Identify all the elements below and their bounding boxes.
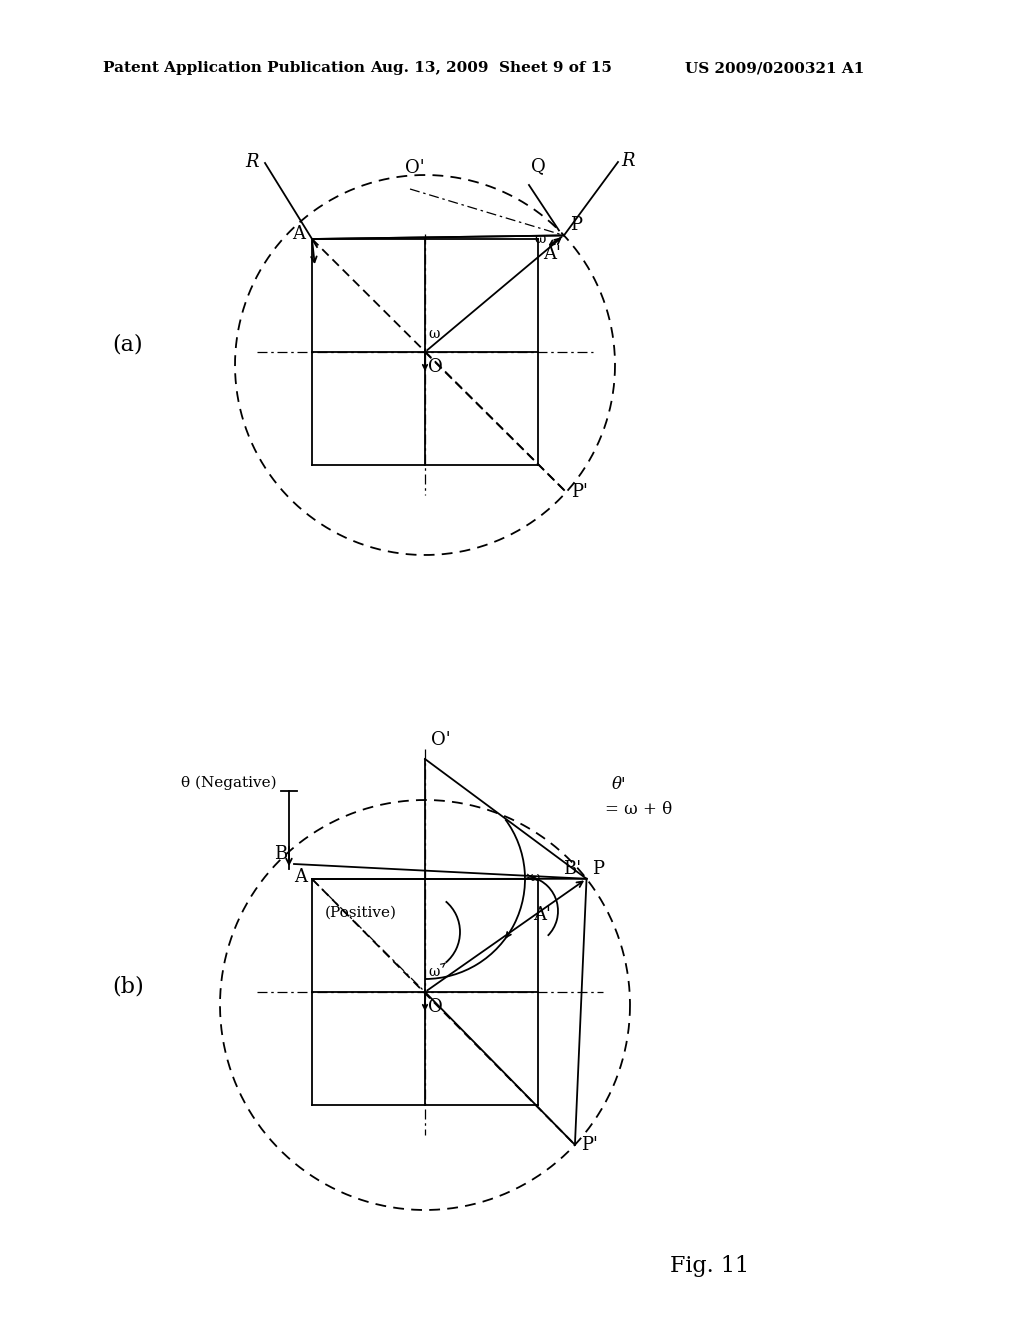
Text: B: B — [274, 845, 288, 863]
Text: O': O' — [406, 158, 425, 177]
Text: Fig. 11: Fig. 11 — [670, 1255, 750, 1276]
Text: B': B' — [563, 861, 582, 878]
Text: A: A — [294, 869, 307, 886]
Text: θ (Negative): θ (Negative) — [181, 776, 276, 789]
Text: P: P — [570, 216, 582, 235]
Text: Aug. 13, 2009  Sheet 9 of 15: Aug. 13, 2009 Sheet 9 of 15 — [370, 61, 612, 75]
Text: ω: ω — [428, 965, 439, 979]
Text: A: A — [292, 224, 305, 243]
Text: (a): (a) — [112, 333, 142, 355]
Text: R: R — [621, 152, 635, 170]
Text: R: R — [245, 153, 258, 172]
Text: (Positive): (Positive) — [325, 906, 397, 920]
Text: ω: ω — [428, 327, 439, 341]
Text: O': O' — [431, 731, 451, 748]
Text: ω: ω — [534, 232, 546, 247]
Text: ω: ω — [530, 871, 540, 884]
Text: US 2009/0200321 A1: US 2009/0200321 A1 — [685, 61, 864, 75]
Text: θ': θ' — [611, 776, 626, 793]
Text: O: O — [428, 998, 442, 1016]
Text: Q: Q — [531, 157, 546, 176]
Text: = ω + θ: = ω + θ — [604, 801, 672, 818]
Text: P': P' — [571, 483, 588, 502]
Text: P': P' — [581, 1135, 598, 1154]
Text: A': A' — [534, 906, 551, 924]
Text: A': A' — [543, 246, 561, 263]
Text: P: P — [593, 859, 604, 878]
Text: (b): (b) — [112, 975, 143, 997]
Text: O: O — [428, 358, 442, 376]
Text: Patent Application Publication: Patent Application Publication — [103, 61, 365, 75]
